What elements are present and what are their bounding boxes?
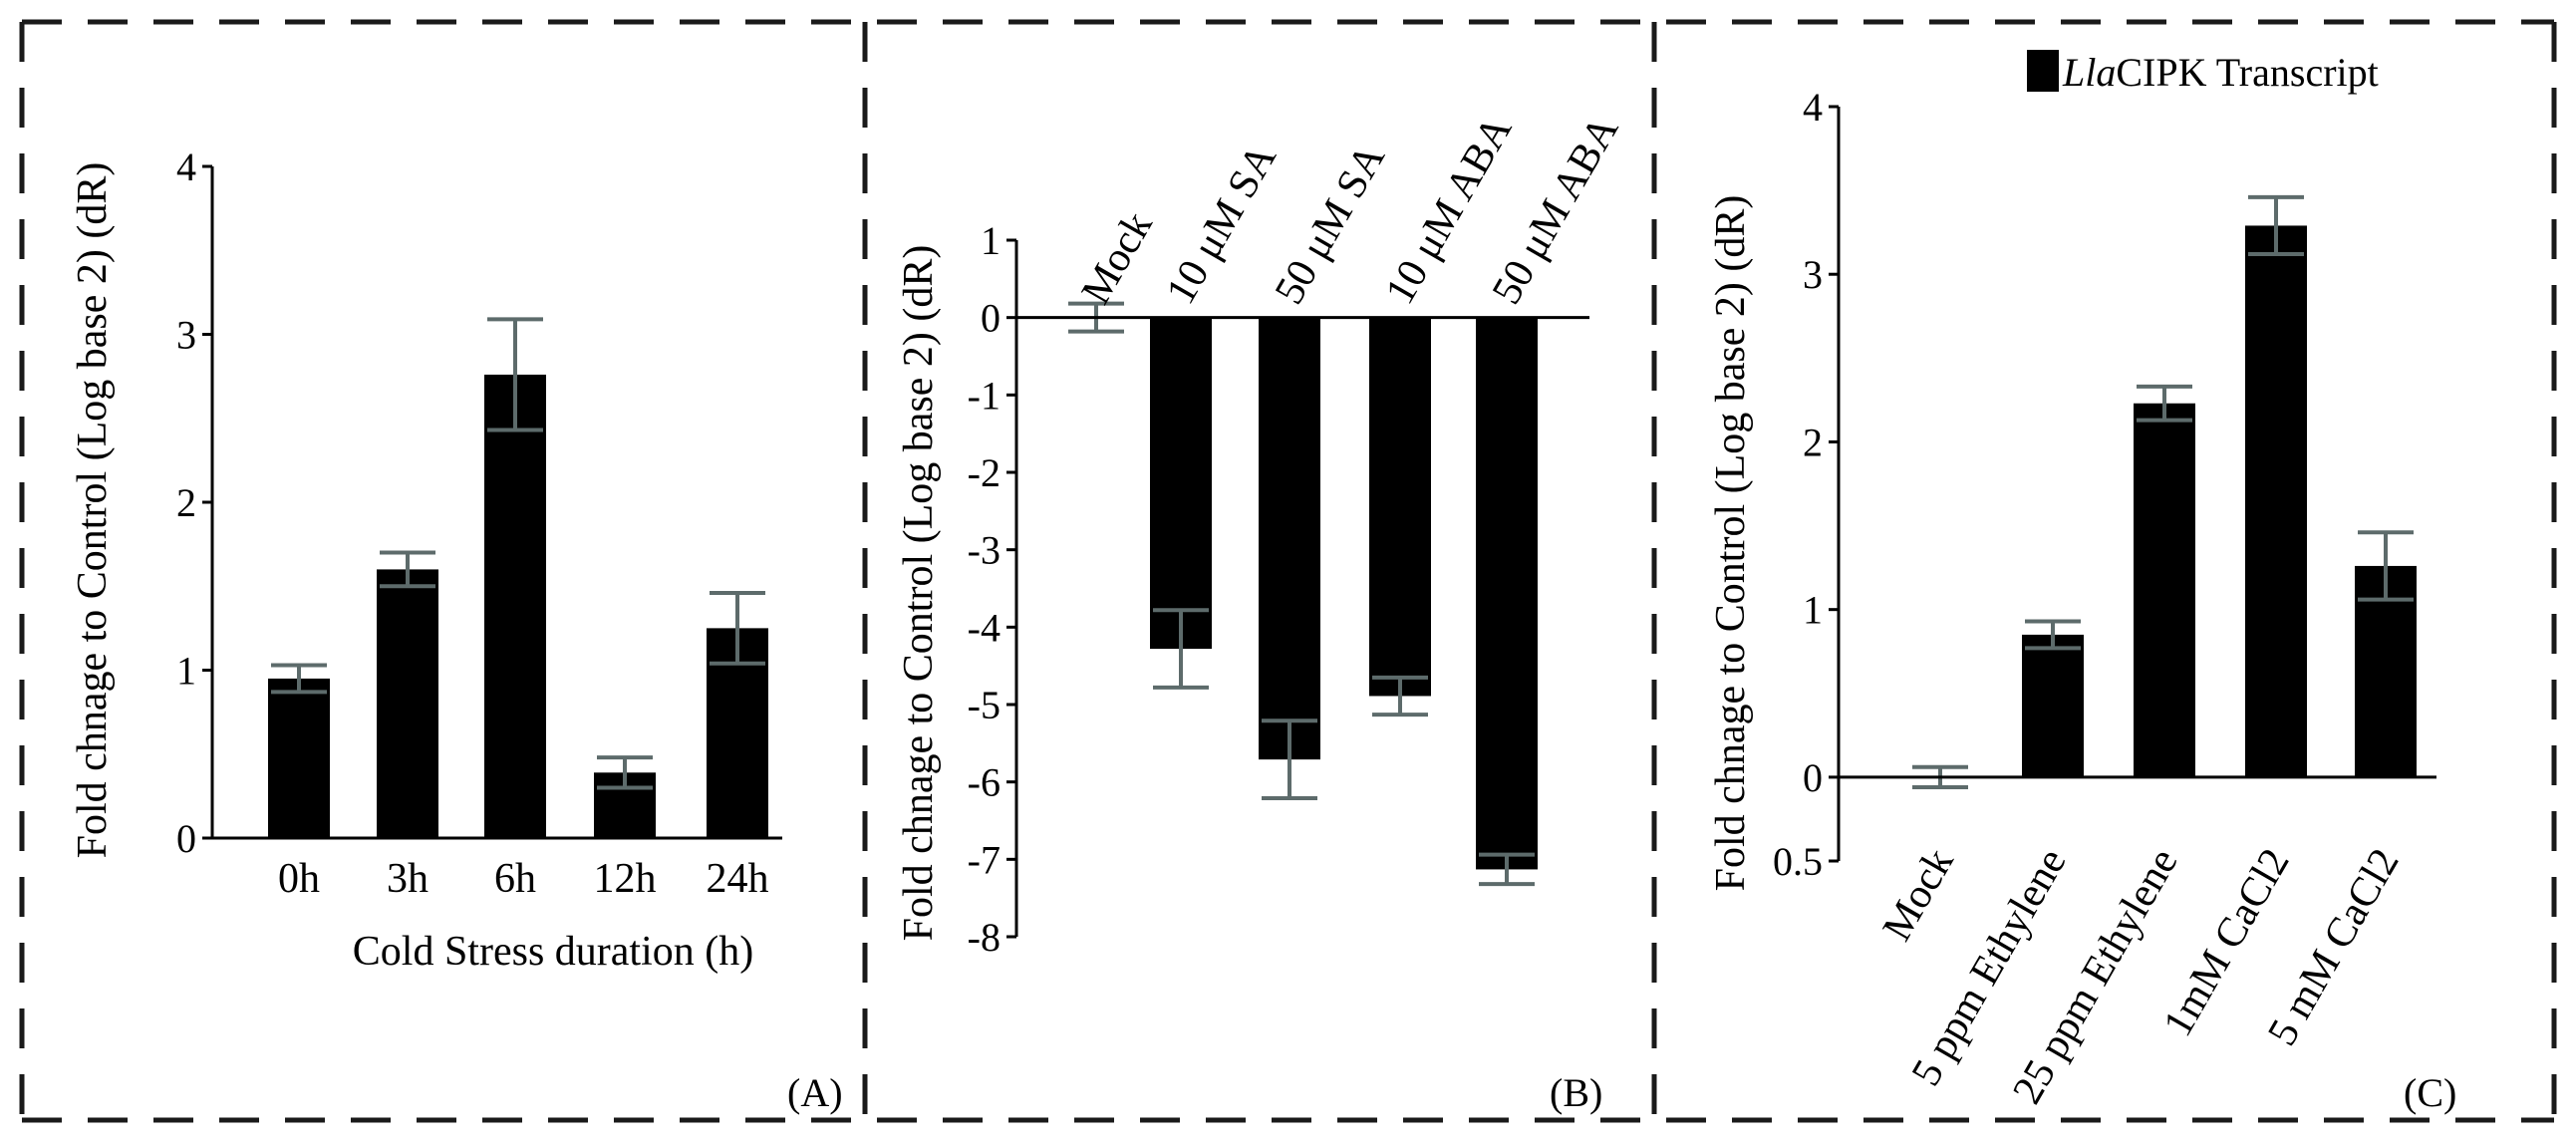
panelA-category-label: 24h	[707, 856, 769, 902]
panelA-y-tick-label: 4	[176, 144, 196, 189]
panelB-y-tick-label: -4	[968, 605, 1001, 650]
panelA-bar	[377, 569, 438, 838]
panelA-y-tick-label: 0	[176, 816, 196, 861]
panel-b-letter: (B)	[1550, 1070, 1602, 1115]
panelA-category-label: 6h	[494, 856, 536, 902]
panelB-category-label: 10 μM SA	[1158, 137, 1286, 312]
panelA-y-tick-label: 2	[176, 480, 196, 525]
panelA-y-tick-label: 1	[176, 649, 196, 694]
panelC-y-tick-label: 3	[1803, 252, 1823, 297]
panel-c-ylabel: Fold chnage to Control (Log base 2) (dR)	[1708, 195, 1754, 892]
panel-c-chart: Fold chnage to Control (Log base 2) (dR)…	[1708, 50, 2456, 1115]
panelC-bar	[2134, 403, 2195, 777]
panelB-bar	[1150, 317, 1212, 650]
panelB-y-tick-label: 1	[981, 218, 1001, 263]
panelC-bar	[2022, 634, 2084, 777]
panelB-y-tick-label: -7	[968, 837, 1001, 882]
panelC-y-tick-label: 4	[1803, 85, 1823, 130]
panelA-category-label: 12h	[594, 856, 657, 902]
panelB-bar	[1369, 317, 1431, 697]
panelC-bar	[2245, 225, 2307, 777]
legend-label: LlaCIPK Transcript	[2062, 50, 2379, 95]
panelA-y-tick-label: 3	[176, 313, 196, 358]
panelB-y-tick-label: -3	[968, 528, 1001, 573]
panelB-bar	[1476, 317, 1538, 870]
panel-b-chart: Fold chnage to Control (Log base 2) (dR)…	[896, 108, 1628, 1115]
panel-a-ylabel: Fold chnage to Control (Log base 2) (dR)	[70, 162, 116, 859]
panelA-category-label: 3h	[387, 856, 429, 902]
panelB-y-tick-label: -1	[968, 373, 1001, 418]
legend-swatch	[2027, 50, 2059, 92]
panelA-bar	[484, 374, 546, 838]
panelB-y-tick-label: -8	[968, 915, 1001, 960]
panel-b-ylabel: Fold chnage to Control (Log base 2) (dR)	[896, 245, 942, 942]
panelC-category-label: Mock	[1874, 841, 1963, 949]
panel-c-legend: LlaCIPK Transcript	[2027, 50, 2379, 95]
panelC-y-tick-label: 0.5	[1773, 839, 1823, 884]
panelA-category-label: 0h	[278, 856, 320, 902]
panelB-y-tick-label: -2	[968, 450, 1001, 495]
panelB-y-tick-label: -5	[968, 683, 1001, 727]
panel-a-xlabel: Cold Stress duration (h)	[353, 929, 753, 975]
panel-a-chart: Fold chnage to Control (Log base 2) (dR)…	[70, 144, 843, 1115]
panelC-y-tick-label: 2	[1803, 420, 1823, 464]
panelB-category-label: 50 μM SA	[1267, 137, 1394, 312]
panelA-bar	[268, 678, 330, 838]
panel-c-letter: (C)	[2404, 1070, 2456, 1115]
panelB-y-tick-label: 0	[981, 296, 1001, 341]
panel-a-letter: (A)	[787, 1070, 843, 1115]
panelB-bar	[1259, 317, 1320, 760]
panelC-y-tick-label: 1	[1803, 588, 1823, 633]
panelB-y-tick-label: -6	[968, 760, 1001, 805]
legend-label-italic: Lla	[2062, 50, 2116, 95]
legend-label-rest: CIPK Transcript	[2116, 50, 2378, 95]
panelB-category-label: Mock	[1073, 204, 1162, 312]
panelC-y-tick-label: 0	[1803, 755, 1823, 800]
panel-frame	[19, 19, 2557, 1123]
